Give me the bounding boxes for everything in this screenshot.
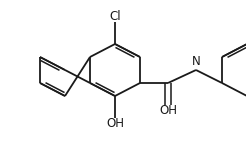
Text: OH: OH xyxy=(159,104,177,117)
Text: OH: OH xyxy=(106,117,124,130)
Text: N: N xyxy=(192,56,200,69)
Text: Cl: Cl xyxy=(109,10,121,23)
